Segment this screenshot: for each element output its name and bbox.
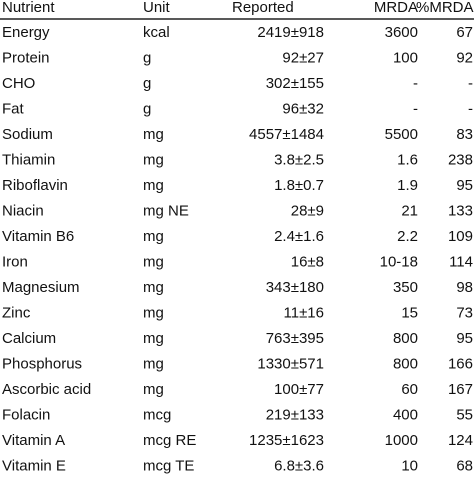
nutrient-cell: Zinc xyxy=(2,304,31,321)
mrda-cell: 1.9 xyxy=(397,177,418,194)
nutrient-cell: Energy xyxy=(2,24,50,41)
percent-mrda-cell: 238 xyxy=(448,151,473,168)
column-header: Reported xyxy=(232,0,294,16)
mrda-cell: 800 xyxy=(393,355,418,372)
unit-cell: mg xyxy=(143,177,164,194)
nutrient-cell: CHO xyxy=(2,75,35,92)
percent-mrda-cell: 109 xyxy=(448,228,473,245)
percent-mrda-cell: 67 xyxy=(456,24,473,41)
mrda-cell: 350 xyxy=(393,279,418,296)
reported-cell: 302±155 xyxy=(266,75,324,92)
unit-cell: mg xyxy=(143,151,164,168)
percent-mrda-cell: - xyxy=(468,75,473,92)
unit-cell: mg xyxy=(143,253,164,270)
percent-mrda-cell: 73 xyxy=(456,304,473,321)
nutrient-cell: Niacin xyxy=(2,202,44,219)
unit-cell: mcg RE xyxy=(143,432,196,449)
unit-cell: mg xyxy=(143,279,164,296)
nutrient-cell: Folacin xyxy=(2,406,50,423)
column-header: MRDA xyxy=(374,0,418,16)
reported-cell: 2.4±1.6 xyxy=(274,228,324,245)
mrda-cell: 100 xyxy=(393,49,418,66)
mrda-cell: 10-18 xyxy=(380,253,418,270)
unit-cell: g xyxy=(143,49,151,66)
unit-cell: mg NE xyxy=(143,202,189,219)
mrda-cell: - xyxy=(413,75,418,92)
percent-mrda-cell: 167 xyxy=(448,381,473,398)
nutrient-cell: Phosphorus xyxy=(2,355,82,372)
mrda-cell: 400 xyxy=(393,406,418,423)
nutrient-cell: Iron xyxy=(2,253,28,270)
mrda-cell: 60 xyxy=(401,381,418,398)
unit-cell: mcg TE xyxy=(143,457,194,474)
nutrient-cell: Vitamin E xyxy=(2,457,66,474)
unit-cell: mcg xyxy=(143,406,171,423)
unit-cell: mg xyxy=(143,355,164,372)
percent-mrda-cell: 95 xyxy=(456,330,473,347)
unit-cell: kcal xyxy=(143,24,170,41)
nutrient-cell: Magnesium xyxy=(2,279,80,296)
nutrient-cell: Fat xyxy=(2,100,25,117)
reported-cell: 1235±1623 xyxy=(249,432,324,449)
unit-cell: mg xyxy=(143,228,164,245)
reported-cell: 343±180 xyxy=(266,279,324,296)
reported-cell: 1330±571 xyxy=(257,355,324,372)
mrda-cell: - xyxy=(413,100,418,117)
reported-cell: 96±32 xyxy=(282,100,324,117)
reported-cell: 1.8±0.7 xyxy=(274,177,324,194)
reported-cell: 2419±918 xyxy=(257,24,324,41)
reported-cell: 28±9 xyxy=(291,202,324,219)
percent-mrda-cell: 124 xyxy=(448,432,473,449)
mrda-cell: 800 xyxy=(393,330,418,347)
percent-mrda-cell: 68 xyxy=(456,457,473,474)
unit-cell: mg xyxy=(143,126,164,143)
nutrient-cell: Calcium xyxy=(2,330,56,347)
reported-cell: 763±395 xyxy=(266,330,324,347)
reported-cell: 3.8±2.5 xyxy=(274,151,324,168)
unit-cell: g xyxy=(143,75,151,92)
nutrient-cell: Vitamin B6 xyxy=(2,228,74,245)
mrda-cell: 1.6 xyxy=(397,151,418,168)
percent-mrda-cell: 83 xyxy=(456,126,473,143)
reported-cell: 16±8 xyxy=(291,253,324,270)
column-header: %MRDA xyxy=(416,0,474,16)
percent-mrda-cell: 166 xyxy=(448,355,473,372)
reported-cell: 92±27 xyxy=(282,49,324,66)
mrda-cell: 21 xyxy=(401,202,418,219)
unit-cell: mg xyxy=(143,304,164,321)
nutrient-cell: Protein xyxy=(2,49,50,66)
nutrient-cell: Riboflavin xyxy=(2,177,68,194)
percent-mrda-cell: 92 xyxy=(456,49,473,66)
column-header: Nutrient xyxy=(2,0,55,16)
percent-mrda-cell: 55 xyxy=(456,406,473,423)
reported-cell: 6.8±3.6 xyxy=(274,457,324,474)
unit-cell: mg xyxy=(143,330,164,347)
percent-mrda-cell: 133 xyxy=(448,202,473,219)
percent-mrda-cell: 114 xyxy=(449,253,473,270)
unit-cell: mg xyxy=(143,381,164,398)
column-header: Unit xyxy=(143,0,171,16)
mrda-cell: 1000 xyxy=(385,432,418,449)
percent-mrda-cell: 98 xyxy=(456,279,473,296)
unit-cell: g xyxy=(143,100,151,117)
nutrient-cell: Ascorbic acid xyxy=(2,381,91,398)
reported-cell: 100±77 xyxy=(274,381,324,398)
percent-mrda-cell: 95 xyxy=(456,177,473,194)
mrda-cell: 10 xyxy=(401,457,418,474)
mrda-cell: 2.2 xyxy=(397,228,418,245)
mrda-cell: 5500 xyxy=(385,126,418,143)
reported-cell: 219±133 xyxy=(266,406,324,423)
mrda-cell: 15 xyxy=(401,304,418,321)
nutrient-cell: Vitamin A xyxy=(2,432,65,449)
mrda-cell: 3600 xyxy=(385,24,418,41)
nutrient-cell: Thiamin xyxy=(2,151,55,168)
reported-cell: 4557±1484 xyxy=(249,126,324,143)
nutrient-cell: Sodium xyxy=(2,126,53,143)
reported-cell: 11±16 xyxy=(284,304,325,321)
percent-mrda-cell: - xyxy=(468,100,473,117)
